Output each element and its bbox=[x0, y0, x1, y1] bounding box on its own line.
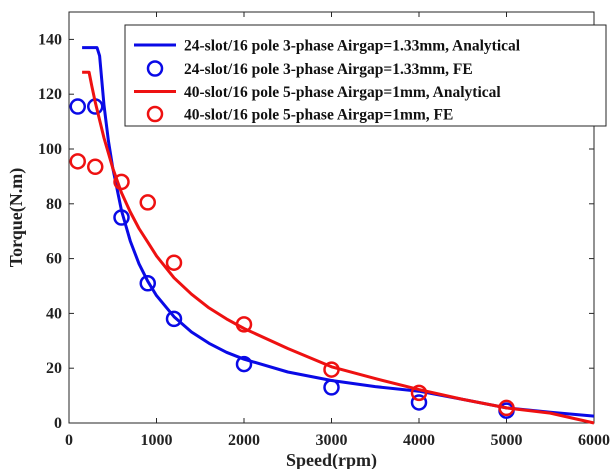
data-point bbox=[323, 379, 340, 396]
legend-marker-swatch bbox=[146, 105, 164, 123]
y-tick-label: 60 bbox=[46, 251, 62, 268]
data-point bbox=[139, 194, 156, 211]
y-tick-label: 100 bbox=[38, 141, 62, 158]
x-tick-label: 6000 bbox=[578, 432, 610, 449]
data-point bbox=[69, 153, 86, 170]
x-tick-label: 2000 bbox=[228, 432, 260, 449]
legend-label: 40-slot/16 pole 5-phase Airgap=1mm, Anal… bbox=[184, 84, 501, 101]
data-point bbox=[113, 209, 130, 226]
legend: 24-slot/16 pole 3-phase Airgap=1.33mm, A… bbox=[124, 24, 607, 127]
data-point bbox=[113, 173, 130, 191]
data-point bbox=[87, 158, 104, 176]
y-tick-label: 0 bbox=[54, 415, 62, 432]
y-tick-label: 40 bbox=[46, 305, 62, 322]
data-point bbox=[139, 275, 156, 292]
x-axis-label: Speed(rpm) bbox=[286, 450, 377, 469]
data-point bbox=[69, 98, 86, 115]
data-point bbox=[323, 361, 340, 378]
x-tick-label: 0 bbox=[65, 432, 73, 449]
x-tick-label: 5000 bbox=[491, 432, 523, 449]
data-point bbox=[410, 394, 428, 411]
legend-box bbox=[124, 24, 607, 127]
axes: 0 1000 2000 3000 4000 5000 6000 0 20 40 60 80 100 120… bbox=[38, 12, 610, 449]
y-tick-label: 120 bbox=[38, 86, 62, 103]
data-point bbox=[165, 310, 183, 328]
x-tick-label: 3000 bbox=[316, 432, 348, 449]
legend-label: 40-slot/16 pole 5-phase Airgap=1mm, FE bbox=[184, 107, 453, 124]
data-point bbox=[235, 316, 253, 333]
data-point bbox=[235, 355, 253, 373]
legend-label: 24-slot/16 pole 3-phase Airgap=1.33mm, F… bbox=[184, 61, 473, 78]
x-tick-label: 4000 bbox=[403, 432, 435, 449]
x-tick-label: 1000 bbox=[141, 432, 173, 449]
data-point bbox=[410, 384, 428, 402]
y-tick-label: 140 bbox=[38, 31, 62, 48]
y-tick-label: 80 bbox=[46, 196, 62, 213]
y-axis-label: Torque(N.m) bbox=[6, 168, 27, 268]
legend-label: 24-slot/16 pole 3-phase Airgap=1.33mm, A… bbox=[184, 38, 521, 55]
legend-marker-swatch bbox=[146, 60, 164, 77]
y-tick-label: 20 bbox=[46, 360, 62, 377]
series-group bbox=[69, 46, 595, 425]
data-point bbox=[165, 254, 183, 271]
data-point bbox=[498, 399, 515, 417]
